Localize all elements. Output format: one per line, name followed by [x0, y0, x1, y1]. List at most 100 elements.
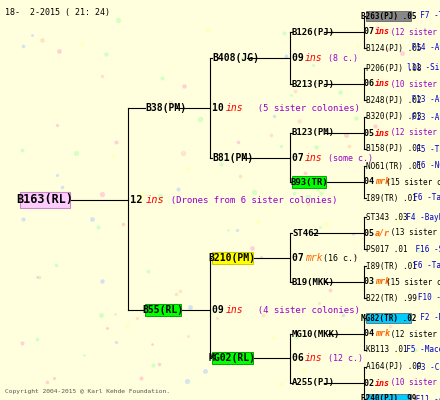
- FancyBboxPatch shape: [20, 192, 70, 208]
- Text: B263(PJ) .05: B263(PJ) .05: [361, 12, 416, 20]
- Text: mrk: mrk: [375, 330, 390, 338]
- FancyBboxPatch shape: [292, 176, 326, 188]
- Text: B163(RL): B163(RL): [17, 194, 73, 206]
- Text: B213(PJ): B213(PJ): [292, 80, 335, 88]
- Text: ins: ins: [305, 353, 323, 363]
- Text: A255(PJ): A255(PJ): [292, 378, 335, 388]
- Text: B93(TR): B93(TR): [290, 178, 328, 186]
- Text: ins: ins: [226, 305, 244, 315]
- Text: B124(PJ) .05: B124(PJ) .05: [366, 44, 422, 52]
- Text: P206(PJ) .08: P206(PJ) .08: [366, 64, 422, 72]
- Text: NO61(TR) .01: NO61(TR) .01: [366, 162, 422, 170]
- Text: F16 -Sinop72R: F16 -Sinop72R: [397, 244, 440, 254]
- Text: (12 sister colonies): (12 sister colonies): [386, 28, 440, 36]
- Text: B248(PJ) .02: B248(PJ) .02: [366, 96, 422, 104]
- Text: ins: ins: [305, 153, 323, 163]
- Text: F6 -Takab93aR: F6 -Takab93aR: [403, 194, 440, 202]
- Text: MG02(RL): MG02(RL): [209, 353, 256, 363]
- Text: (4 sister colonies): (4 sister colonies): [247, 306, 360, 314]
- Text: (8 c.): (8 c.): [318, 54, 358, 62]
- Text: (10 sister colonies): (10 sister colonies): [386, 80, 440, 88]
- Text: 04: 04: [364, 330, 379, 338]
- Text: B38(PM): B38(PM): [145, 103, 186, 113]
- Text: ins: ins: [305, 53, 323, 63]
- FancyBboxPatch shape: [366, 394, 411, 400]
- Text: 05: 05: [364, 228, 379, 238]
- Text: (15 sister colonies): (15 sister colonies): [386, 278, 440, 286]
- Text: B408(JG): B408(JG): [212, 53, 259, 63]
- Text: (Drones from 6 sister colonies): (Drones from 6 sister colonies): [160, 196, 337, 204]
- Text: B55(RL): B55(RL): [143, 305, 184, 315]
- Text: ins: ins: [375, 128, 390, 138]
- Text: B158(PJ) .01: B158(PJ) .01: [366, 144, 422, 154]
- Text: 18-  2-2015 ( 21: 24): 18- 2-2015 ( 21: 24): [5, 8, 110, 17]
- Text: B22(TR) .99: B22(TR) .99: [366, 294, 417, 302]
- Text: a/r: a/r: [375, 228, 390, 238]
- Text: PS017 .01: PS017 .01: [366, 244, 407, 254]
- Text: F4 -Bayburt98-3R: F4 -Bayburt98-3R: [397, 212, 440, 222]
- Text: (15 sister colonies): (15 sister colonies): [386, 178, 440, 186]
- Text: A164(PJ) .00: A164(PJ) .00: [366, 362, 422, 372]
- Text: (12 sister colonies): (12 sister colonies): [386, 128, 440, 138]
- Text: I89(TR) .01: I89(TR) .01: [366, 262, 417, 270]
- Text: B210(PM): B210(PM): [209, 253, 256, 263]
- Text: Copyright 2004-2015 @ Karl Kehde Foundation.: Copyright 2004-2015 @ Karl Kehde Foundat…: [5, 389, 170, 394]
- Text: F13 -AthosSt80R: F13 -AthosSt80R: [407, 96, 440, 104]
- Text: ins: ins: [146, 195, 165, 205]
- Text: mrk: mrk: [375, 178, 390, 186]
- Text: ins: ins: [375, 28, 390, 36]
- Text: mrk: mrk: [305, 253, 323, 263]
- Text: F2 -MG00R: F2 -MG00R: [411, 314, 440, 322]
- Text: 07: 07: [292, 153, 310, 163]
- Text: ins: ins: [375, 378, 390, 388]
- Text: (12 c.): (12 c.): [318, 354, 363, 362]
- Text: I89(TR) .01: I89(TR) .01: [366, 194, 417, 202]
- Text: ST343 .03: ST343 .03: [366, 212, 407, 222]
- Text: B123(PM): B123(PM): [292, 128, 335, 138]
- Text: 03: 03: [364, 278, 379, 286]
- Text: 09: 09: [292, 53, 310, 63]
- Text: (16 c.): (16 c.): [318, 254, 358, 262]
- Text: F11 -AthosSt80R: F11 -AthosSt80R: [411, 394, 440, 400]
- Text: 04: 04: [364, 178, 379, 186]
- Text: B126(PJ): B126(PJ): [292, 28, 335, 36]
- Text: ST462: ST462: [292, 228, 319, 238]
- Text: F6 -Takab93aR: F6 -Takab93aR: [403, 262, 440, 270]
- Text: F5 -Takab93R: F5 -Takab93R: [407, 144, 440, 154]
- Text: l11 -SinopEgg86R: l11 -SinopEgg86R: [407, 64, 440, 72]
- Text: ins: ins: [375, 80, 390, 88]
- Text: 06: 06: [292, 353, 310, 363]
- Text: (12 sister colonies): (12 sister colonies): [386, 330, 440, 338]
- Text: 05: 05: [364, 128, 379, 138]
- Text: MG10(MKK): MG10(MKK): [292, 330, 341, 338]
- Text: KB113 .01: KB113 .01: [366, 346, 407, 354]
- Text: 09: 09: [212, 305, 230, 315]
- Text: 10: 10: [212, 103, 230, 113]
- FancyBboxPatch shape: [212, 252, 253, 264]
- Text: (5 sister colonies): (5 sister colonies): [247, 104, 360, 112]
- Text: 06: 06: [364, 80, 379, 88]
- Text: F14 -AthosSt80R: F14 -AthosSt80R: [407, 44, 440, 52]
- Text: B320(PJ) .03: B320(PJ) .03: [366, 112, 422, 122]
- FancyBboxPatch shape: [145, 304, 181, 316]
- Text: F7 -Takab93R: F7 -Takab93R: [411, 12, 440, 20]
- Text: 12: 12: [130, 195, 149, 205]
- Text: F10 -Atlas85R: F10 -Atlas85R: [403, 294, 440, 302]
- Text: 07: 07: [364, 28, 379, 36]
- Text: B19(MKK): B19(MKK): [292, 278, 335, 286]
- Text: ins: ins: [226, 103, 244, 113]
- Text: F3 -Cankiri97Q: F3 -Cankiri97Q: [407, 362, 440, 372]
- Text: F5 -Maced93R: F5 -Maced93R: [397, 346, 440, 354]
- Text: (10 sister colonies): (10 sister colonies): [386, 378, 440, 388]
- Text: 02: 02: [364, 378, 379, 388]
- Text: (13 sister colonies): (13 sister colonies): [386, 228, 440, 238]
- Text: mrk: mrk: [375, 278, 390, 286]
- Text: 07: 07: [292, 253, 310, 263]
- FancyBboxPatch shape: [366, 313, 411, 323]
- Text: (some c.): (some c.): [318, 154, 373, 162]
- FancyBboxPatch shape: [366, 11, 411, 21]
- Text: B240(PJ) .99: B240(PJ) .99: [361, 394, 416, 400]
- FancyBboxPatch shape: [212, 352, 253, 364]
- Text: MG82(TR) .02: MG82(TR) .02: [361, 314, 416, 322]
- Text: B81(PM): B81(PM): [212, 153, 253, 163]
